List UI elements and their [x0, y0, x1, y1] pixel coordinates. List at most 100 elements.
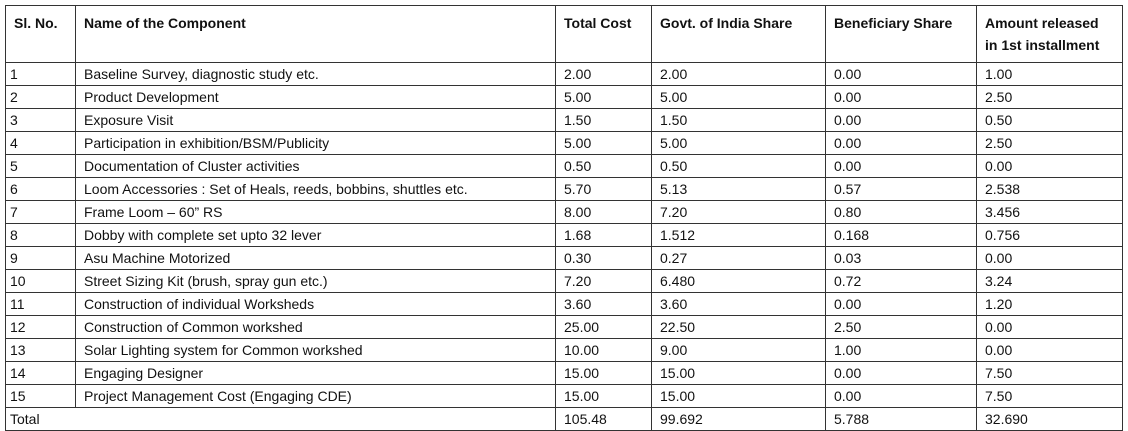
amount-cell: 22.50 — [651, 315, 826, 339]
amount-cell: 0.30 — [555, 246, 652, 270]
amount-cell: 15.00 — [651, 361, 826, 385]
amount-cell: 0.50 — [651, 154, 826, 178]
serial-cell: 6 — [5, 177, 76, 201]
amount-cell: 0.03 — [825, 246, 977, 270]
amount-cell: 15.00 — [651, 384, 826, 408]
amount-cell: 0.27 — [651, 246, 826, 270]
serial-cell: 12 — [5, 315, 76, 339]
amount-cell: 3.24 — [976, 269, 1123, 293]
amount-cell: 3.60 — [555, 292, 652, 316]
serial-cell: 4 — [5, 131, 76, 155]
amount-cell: 5.00 — [555, 85, 652, 109]
amount-cell: 0.00 — [976, 246, 1123, 270]
serial-cell: 3 — [5, 108, 76, 132]
component-cell: Project Management Cost (Engaging CDE) — [75, 384, 556, 408]
serial-cell: 15 — [5, 384, 76, 408]
amount-cell: 5.00 — [651, 85, 826, 109]
amount-cell: 7.20 — [555, 269, 652, 293]
component-cell: Documentation of Cluster activities — [75, 154, 556, 178]
table-row: 7 Frame Loom – 60” RS 8.00 7.20 0.80 3.456 — [5, 200, 1123, 224]
amount-cell: 25.00 — [555, 315, 652, 339]
table-row: 11 Construction of individual Worksheds 3.… — [5, 292, 1123, 316]
amount-cell: 5.70 — [555, 177, 652, 201]
header-row: Sl. No. Name of the Component Total Cost Go… — [5, 5, 1123, 63]
amount-cell: 7.50 — [976, 384, 1123, 408]
amount-cell: 0.168 — [825, 223, 977, 247]
header-cell: Total Cost — [555, 5, 652, 63]
header-cell: Beneficiary Share — [825, 5, 977, 63]
amount-cell: 5.00 — [651, 131, 826, 155]
table-row: 9 Asu Machine Motorized 0.30 0.27 0.03 0.00 — [5, 246, 1123, 270]
amount-cell: 1.50 — [651, 108, 826, 132]
amount-cell: 5.00 — [555, 131, 652, 155]
table-row: 12 Construction of Common workshed 25.00 22… — [5, 315, 1123, 339]
table-row: 14 Engaging Designer 15.00 15.00 0.00 7.50 — [5, 361, 1123, 385]
serial-cell: 1 — [5, 62, 76, 86]
amount-cell: 2.538 — [976, 177, 1123, 201]
amount-cell: 2.50 — [976, 85, 1123, 109]
amount-cell: 2.50 — [976, 131, 1123, 155]
component-cell: Asu Machine Motorized — [75, 246, 556, 270]
amount-cell: 3.456 — [976, 200, 1123, 224]
component-cell: Construction of individual Worksheds — [75, 292, 556, 316]
component-cell: Baseline Survey, diagnostic study etc. — [75, 62, 556, 86]
amount-cell: 1.50 — [555, 108, 652, 132]
amount-cell: 2.00 — [555, 62, 652, 86]
amount-cell: 0.72 — [825, 269, 977, 293]
amount-cell: 0.80 — [825, 200, 977, 224]
table-row: 13 Solar Lighting system for Common works… — [5, 338, 1123, 362]
amount-cell: 1.00 — [976, 62, 1123, 86]
amount-cell: 0.00 — [825, 131, 977, 155]
component-cell: Exposure Visit — [75, 108, 556, 132]
amount-cell: 15.00 — [555, 361, 652, 385]
amount-cell: 0.00 — [976, 338, 1123, 362]
table-row: 10 Street Sizing Kit (brush, spray gun et… — [5, 269, 1123, 293]
amount-cell: 6.480 — [651, 269, 826, 293]
table-row: 5 Documentation of Cluster activities 0.50… — [5, 154, 1123, 178]
serial-cell: 9 — [5, 246, 76, 270]
amount-cell: 1.68 — [555, 223, 652, 247]
table-row: 8 Dobby with complete set upto 32 lever 1.… — [5, 223, 1123, 247]
component-cell: Engaging Designer — [75, 361, 556, 385]
serial-cell: 10 — [5, 269, 76, 293]
component-cell: Loom Accessories : Set of Heals, reeds, … — [75, 177, 556, 201]
serial-cell: 2 — [5, 85, 76, 109]
serial-cell: 13 — [5, 338, 76, 362]
table-row: 4 Participation in exhibition/BSM/Publici… — [5, 131, 1123, 155]
amount-cell: 15.00 — [555, 384, 652, 408]
component-cell: Dobby with complete set upto 32 lever — [75, 223, 556, 247]
amount-cell: 0.00 — [825, 108, 977, 132]
total-cell: 5.788 — [825, 407, 977, 431]
amount-cell: 0.50 — [555, 154, 652, 178]
amount-cell: 1.512 — [651, 223, 826, 247]
amount-cell: 7.50 — [976, 361, 1123, 385]
table-row: 3 Exposure Visit 1.50 1.50 0.00 0.50 — [5, 108, 1123, 132]
amount-cell: 0.50 — [976, 108, 1123, 132]
amount-cell: 1.00 — [825, 338, 977, 362]
serial-cell: 5 — [5, 154, 76, 178]
amount-cell: 0.756 — [976, 223, 1123, 247]
amount-cell: 0.00 — [825, 85, 977, 109]
table-row: 2 Product Development 5.00 5.00 0.00 2.50 — [5, 85, 1123, 109]
component-cell: Frame Loom – 60” RS — [75, 200, 556, 224]
table-row: 1 Baseline Survey, diagnostic study etc. 2… — [5, 62, 1123, 86]
table-row: 15 Project Management Cost (Engaging CDE)… — [5, 384, 1123, 408]
serial-cell: 14 — [5, 361, 76, 385]
amount-cell: 0.00 — [825, 384, 977, 408]
component-cell: Street Sizing Kit (brush, spray gun etc.… — [75, 269, 556, 293]
amount-cell: 1.20 — [976, 292, 1123, 316]
amount-cell: 8.00 — [555, 200, 652, 224]
component-cell: Construction of Common workshed — [75, 315, 556, 339]
amount-cell: 0.00 — [825, 62, 977, 86]
table-header: Sl. No. Name of the Component Total Cost Go… — [5, 5, 1123, 63]
table-body: 1 Baseline Survey, diagnostic study etc. 2… — [5, 62, 1123, 431]
amount-cell: 2.00 — [651, 62, 826, 86]
serial-cell: 7 — [5, 200, 76, 224]
total-cell: 32.690 — [976, 407, 1123, 431]
header-cell: Amount released in 1st installment — [976, 5, 1123, 63]
header-cell: Govt. of India Share — [651, 5, 826, 63]
amount-cell: 0.00 — [825, 154, 977, 178]
total-row: Total 105.48 99.692 5.788 32.690 — [5, 407, 1123, 431]
amount-cell: 7.20 — [651, 200, 826, 224]
